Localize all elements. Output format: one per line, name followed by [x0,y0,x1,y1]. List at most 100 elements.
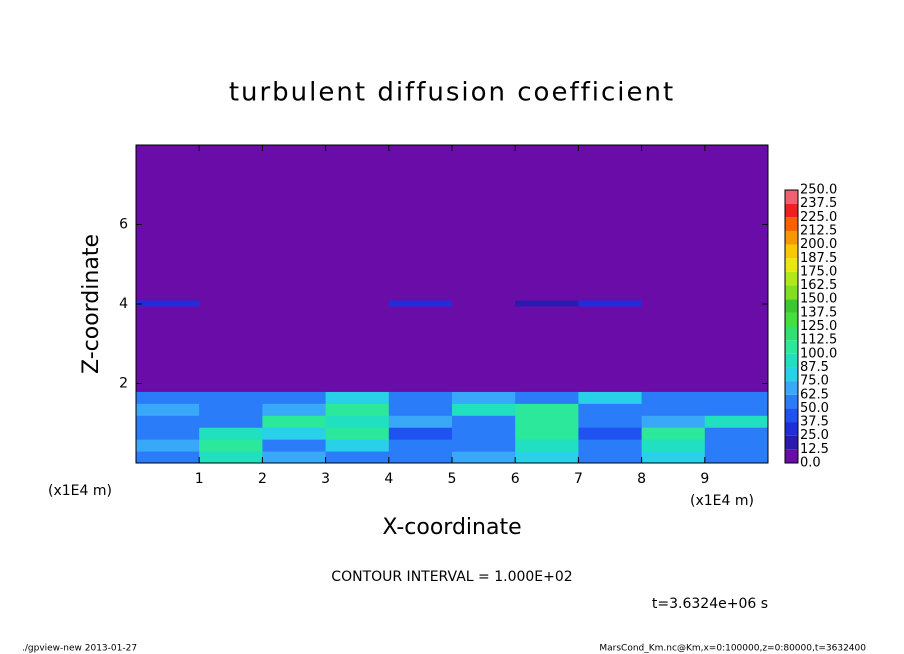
heatmap-cell [136,145,200,301]
heatmap-cell [704,427,769,440]
y-tick-label: 4 [119,296,128,312]
colorbar-swatch [785,408,798,423]
heatmap-cell [262,300,327,307]
colorbar-frame [784,189,799,464]
heatmap-cell [136,439,200,452]
heatmap-cell [515,439,579,452]
heatmap-cell [199,300,263,307]
colorbar-swatch [785,285,798,300]
heatmap-cell [704,451,769,464]
colorbar-label: 200.0 [800,237,837,252]
x-tick-label: 2 [258,471,267,487]
heatmap-cell [704,145,769,301]
heatmap-cell [452,305,516,392]
footer-right: MarsCond_Km.nc@Km,x=0:100000,z=0:80000,t… [599,644,866,654]
heatmap-cell [199,415,263,428]
heatmap-cell [641,300,706,307]
heatmap-cell [262,391,327,404]
heatmap-cell [452,439,516,452]
heatmap-cell [515,305,579,392]
x-unit-right: (x1E4 m) [690,493,754,509]
heatmap-cell [641,391,706,404]
colorbar-swatch [785,244,798,259]
heatmap-cell [578,391,643,404]
heatmap-cell [515,391,579,404]
heatmap-cell [136,451,200,464]
heatmap-cell [262,439,327,452]
heatmap-cell [515,300,579,307]
heatmap-cell [704,403,769,416]
colorbar-label: 250.0 [800,183,837,198]
heatmap-cell [262,145,327,301]
heatmap-cell [452,451,516,464]
heatmap-cell [388,300,453,307]
colorbar-swatch [785,381,798,395]
heatmap-cell [452,403,516,416]
colorbar-swatch [785,422,798,436]
colorbar-label: 75.0 [800,374,829,389]
heatmap-cell [262,451,327,464]
heatmap-cell [515,403,579,416]
heatmap-cell [704,305,769,392]
heatmap-cell [325,305,390,392]
x-tick-label: 1 [195,471,204,487]
heatmap-cell [704,439,769,452]
colorbar-label: 87.5 [800,360,829,375]
colorbar-label: 125.0 [800,319,837,334]
heatmap-cell [388,403,453,416]
heatmap-cell [199,439,263,452]
heatmap-cell [452,391,516,404]
colorbar-label: 37.5 [800,415,829,430]
heatmap-cell [262,427,327,440]
heatmap-cell [388,415,453,428]
heatmap-cell [641,427,706,440]
heatmap-cell [578,439,643,452]
colorbar-swatch [785,353,798,368]
colorbar-label: 100.0 [800,346,837,361]
colorbar-label: 112.5 [800,333,837,348]
heatmap-cell [136,415,200,428]
heatmap-cell [578,305,643,392]
colorbar-swatch [785,449,798,463]
heatmap-cell [641,415,706,428]
heatmap-cell [199,305,263,392]
heatmap-cell [199,451,263,464]
heatmap-cell [199,391,263,404]
heatmap-cell [452,145,516,301]
heatmap-cell [578,415,643,428]
heatmap-cell [515,145,579,301]
heatmap-cell [388,391,453,404]
heatmap-cell [515,415,579,428]
colorbar-label: 25.0 [800,428,829,443]
footer-left: ./gpview-new 2013-01-27 [22,644,137,654]
y-axis-label: Z-coordinate [79,234,104,374]
heatmap-cell [388,439,453,452]
heatmap-cell [388,305,453,392]
y-tick-label: 2 [119,376,128,392]
heatmap-cell [199,403,263,416]
heatmap-cell [578,403,643,416]
x-tick-label: 6 [511,471,520,487]
colorbar-swatch [785,230,798,245]
heatmap-cell [325,403,390,416]
colorbar-swatch [785,367,798,382]
heatmap-cell [262,403,327,416]
colorbar-label: 162.5 [800,278,837,293]
heatmap-cell [452,427,516,440]
heatmap-cell [452,300,516,307]
heatmap-cell [325,300,390,307]
colorbar-label: 137.5 [800,305,837,320]
heatmap-cell [325,145,390,301]
heatmap-cell [704,415,769,428]
colorbar-swatch [785,312,798,327]
colorbar-label: 237.5 [800,196,837,211]
heatmap-cell [452,415,516,428]
heatmap-cell [325,415,390,428]
heatmap-cell [199,145,263,301]
heatmap-cell [136,300,200,307]
heatmap-cell [641,439,706,452]
heatmap-cell [136,403,200,416]
heatmap-cell [578,427,643,440]
heatmap-cell [515,427,579,440]
